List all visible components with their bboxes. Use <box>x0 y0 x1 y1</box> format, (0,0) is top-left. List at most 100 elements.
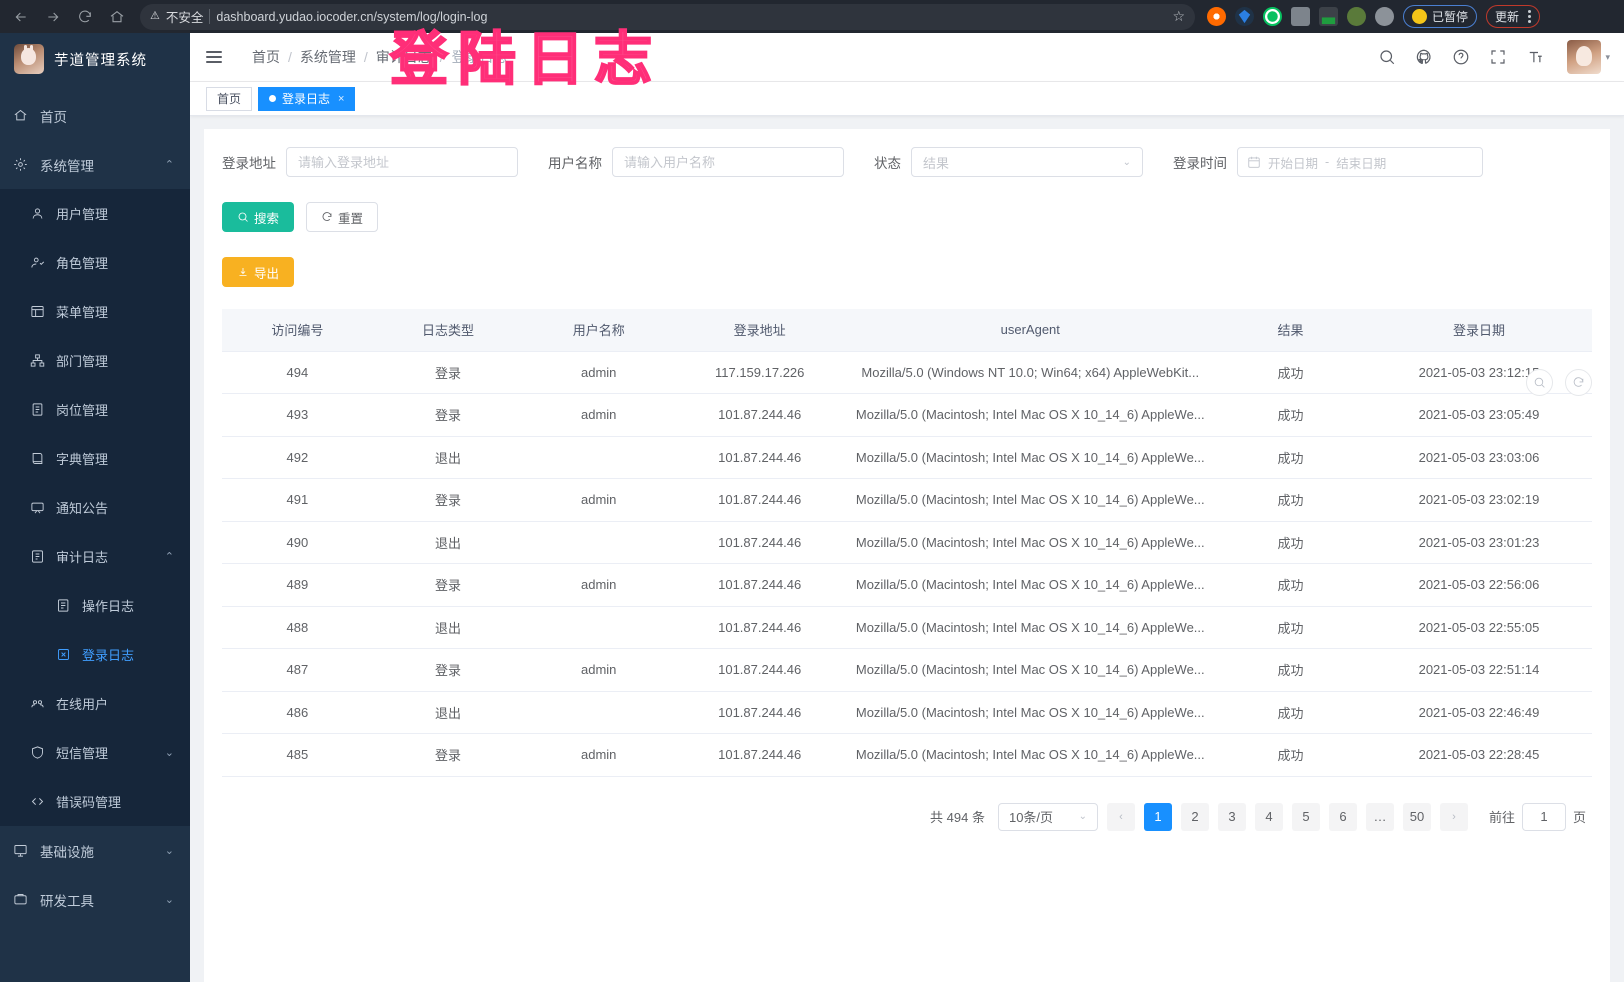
cell-username: admin <box>523 563 675 607</box>
pagination-page-50[interactable]: 50 <box>1402 802 1431 831</box>
table-row[interactable]: 489 登录 admin 101.87.244.46 Mozilla/5.0 (Maci… <box>222 563 1592 607</box>
smiley-icon <box>1412 9 1427 24</box>
table-row[interactable]: 492 退出 101.87.244.46 Mozilla/5.0 (Macintosh… <box>222 436 1592 479</box>
sidebar-item-home[interactable]: 首页 <box>0 91 190 140</box>
page-size-select[interactable]: 10条/页 ⌄ <box>997 802 1098 831</box>
bookmark-star-icon[interactable]: ☆ <box>1172 8 1185 24</box>
extension-icon-diamond[interactable] <box>1235 7 1254 26</box>
sidebar-item-notice[interactable]: 通知公告 <box>0 483 190 532</box>
breadcrumb-separator: / <box>439 49 444 65</box>
tabs-bar: 首页 登录日志 × <box>190 82 1624 116</box>
table-row[interactable]: 487 登录 admin 101.87.244.46 Mozilla/5.0 (Maci… <box>222 648 1592 692</box>
help-icon[interactable] <box>1452 48 1470 66</box>
pagination-page-2[interactable]: 2 <box>1180 802 1209 831</box>
address-bar[interactable]: ⚠ 不安全 dashboard.yudao.iocoder.cn/system/… <box>140 3 1195 30</box>
sidebar-item-dept-mgmt[interactable]: 部门管理 <box>0 336 190 385</box>
sidebar-logo[interactable]: 芋道管理系统 <box>0 33 190 85</box>
table-row[interactable]: 488 退出 101.87.244.46 Mozilla/5.0 (Macintosh… <box>222 606 1592 649</box>
table-row[interactable]: 486 退出 101.87.244.46 Mozilla/5.0 (Macintosh… <box>222 691 1592 734</box>
table-row[interactable]: 491 登录 admin 101.87.244.46 Mozilla/5.0 (Maci… <box>222 478 1592 522</box>
update-badge[interactable]: 更新 <box>1486 5 1541 28</box>
forward-button[interactable] <box>38 3 68 31</box>
sidebar-toggle-icon[interactable] <box>200 51 230 63</box>
cell-id: 488 <box>222 606 373 649</box>
extension-icon-blue[interactable] <box>1291 7 1310 26</box>
pagination-page-1[interactable]: 1 <box>1143 802 1172 831</box>
avatar <box>1567 40 1602 74</box>
export-button[interactable]: 导出 <box>222 257 295 287</box>
sidebar-item-label: 角色管理 <box>56 256 109 271</box>
search-button[interactable]: 搜索 <box>222 202 295 232</box>
login-address-input[interactable] <box>286 147 518 177</box>
sidebar-item-system[interactable]: 系统管理 ⌃ <box>0 140 190 189</box>
jump-page-input[interactable] <box>1521 802 1566 831</box>
extension-icon-wechat[interactable] <box>1263 7 1282 26</box>
sidebar-item-dict-mgmt[interactable]: 字典管理 <box>0 434 190 483</box>
breadcrumb-item-audit[interactable]: 审计日志 <box>375 49 432 65</box>
sms-icon <box>18 745 56 760</box>
sidebar-item-login-log[interactable]: 登录日志 <box>0 630 190 679</box>
sidebar-item-role-mgmt[interactable]: 角色管理 <box>0 238 190 287</box>
fullscreen-icon[interactable] <box>1489 48 1507 66</box>
pagination-page-5[interactable]: 5 <box>1291 802 1320 831</box>
table-row[interactable]: 493 登录 admin 101.87.244.46 Mozilla/5.0 (Maci… <box>222 393 1592 437</box>
sidebar-item-online-user[interactable]: 在线用户 <box>0 679 190 728</box>
pagination-page-3[interactable]: 3 <box>1217 802 1246 831</box>
pagination-ellipsis[interactable]: … <box>1365 802 1394 831</box>
chevron-down-icon: ⌄ <box>164 845 174 857</box>
extension-icon-orange[interactable] <box>1207 7 1226 26</box>
tab-login-log[interactable]: 登录日志 × <box>258 86 356 111</box>
pagination-next[interactable]: › <box>1439 802 1468 831</box>
table-row[interactable]: 494 登录 admin 117.159.17.226 Mozilla/5.0 (Win… <box>222 351 1592 394</box>
toggle-search-button[interactable] <box>1526 369 1553 396</box>
cell-useragent: Mozilla/5.0 (Macintosh; Intel Mac OS X 1… <box>845 691 1216 734</box>
breadcrumb-item-home[interactable]: 首页 <box>252 49 280 65</box>
column-header-type: 日志类型 <box>372 309 524 352</box>
sidebar-item-label: 审计日志 <box>56 550 109 565</box>
sidebar-item-audit-log[interactable]: 审计日志 ⌃ <box>0 532 190 581</box>
status-select[interactable]: 结果 ⌄ <box>911 147 1143 177</box>
devtool-icon <box>0 892 40 907</box>
pagination-prev[interactable]: ‹ <box>1106 802 1135 831</box>
extension-icon-green[interactable] <box>1347 7 1366 26</box>
pagination-total: 共 494 条 <box>930 810 985 825</box>
extension-icon-puzzle[interactable] <box>1375 7 1394 26</box>
sidebar-item-infrastructure[interactable]: 基础设施 ⌄ <box>0 826 190 875</box>
reset-button[interactable]: 重置 <box>306 202 379 232</box>
login-time-daterange[interactable]: 开始日期 - 结束日期 <box>1237 147 1483 177</box>
sidebar-item-operation-log[interactable]: 操作日志 <box>0 581 190 630</box>
font-size-icon[interactable] <box>1526 48 1544 66</box>
back-button[interactable] <box>6 3 36 31</box>
sidebar-item-post-mgmt[interactable]: 岗位管理 <box>0 385 190 434</box>
username-input[interactable] <box>612 147 844 177</box>
github-icon[interactable] <box>1415 48 1433 66</box>
sidebar-item-menu-mgmt[interactable]: 菜单管理 <box>0 287 190 336</box>
breadcrumb-item-system[interactable]: 系统管理 <box>299 49 356 65</box>
sidebar-item-user-mgmt[interactable]: 用户管理 <box>0 189 190 238</box>
search-icon <box>1534 377 1545 388</box>
chevron-up-icon: ⌃ <box>164 551 174 563</box>
chrome-menu-icon[interactable] <box>1528 10 1532 23</box>
extension-icon-on[interactable] <box>1319 7 1338 26</box>
sidebar-item-devtools[interactable]: 研发工具 ⌄ <box>0 875 190 924</box>
column-header-date: 登录日期 <box>1365 309 1592 352</box>
pagination-page-6[interactable]: 6 <box>1328 802 1357 831</box>
pagination-page-4[interactable]: 4 <box>1254 802 1283 831</box>
sidebar-item-error-code[interactable]: 错误码管理 <box>0 777 190 826</box>
sidebar-item-sms-mgmt[interactable]: 短信管理 ⌄ <box>0 728 190 777</box>
table-row[interactable]: 490 退出 101.87.244.46 Mozilla/5.0 (Macintosh… <box>222 521 1592 564</box>
refresh-table-button[interactable] <box>1565 369 1592 396</box>
refresh-icon <box>322 212 332 221</box>
app-shell: 芋道管理系统 首页 系统管理 ⌃ 用户管理 角色管理 <box>0 33 1624 982</box>
close-icon[interactable]: × <box>338 92 345 105</box>
reload-button[interactable] <box>70 3 100 31</box>
filter-label: 用户名称 <box>548 156 602 171</box>
tab-home[interactable]: 首页 <box>206 86 253 111</box>
home-button[interactable] <box>102 3 132 31</box>
avatar-menu[interactable]: ▾ <box>1567 40 1610 74</box>
paused-badge[interactable]: 已暂停 <box>1403 5 1478 28</box>
table-row[interactable]: 485 登录 admin 101.87.244.46 Mozilla/5.0 (Maci… <box>222 733 1592 777</box>
cell-id: 489 <box>222 563 373 607</box>
table-body: 494 登录 admin 117.159.17.226 Mozilla/5.0 (Win… <box>222 351 1592 777</box>
search-icon[interactable] <box>1378 48 1396 66</box>
